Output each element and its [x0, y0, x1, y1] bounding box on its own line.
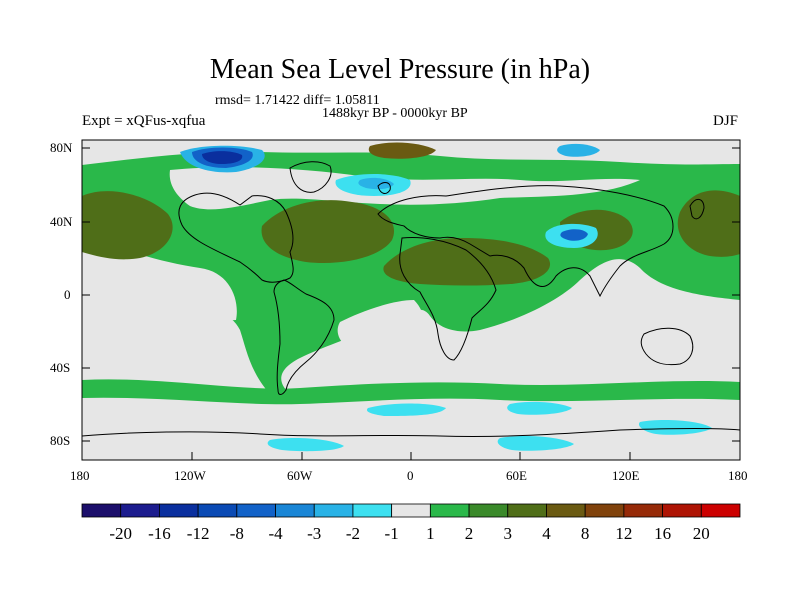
lon-tick-180w: 180: [70, 468, 90, 483]
colorbar-swatch: [623, 503, 663, 518]
lon-tick-180e: 180: [728, 468, 748, 483]
low-anomaly-siberia: [557, 143, 600, 157]
lon-tick-0: 0: [407, 468, 414, 483]
colorbar-label: 12: [615, 524, 632, 543]
colorbar-swatch: [662, 503, 702, 518]
high-anomaly-north-africa: [383, 238, 551, 286]
colorbar-swatch: [391, 503, 431, 518]
colorbar-swatch: [197, 503, 238, 518]
colorbar-swatch: [275, 503, 315, 518]
colorbar-label: -20: [109, 524, 132, 543]
colorbar-label: 8: [581, 524, 590, 543]
lat-tick-40s: 40S: [50, 360, 71, 375]
colorbar-swatch: [468, 503, 509, 518]
colorbar-swatch: [507, 503, 547, 518]
colorbar-label: 16: [654, 524, 671, 543]
axis-ticks: [81, 147, 741, 460]
low-anomaly-greenland-core: [202, 151, 243, 164]
colorbar-swatch: [236, 503, 276, 518]
experiment-label: Expt = xQFus-xqfua: [82, 113, 206, 129]
neutral-region-atlantic: [337, 300, 425, 351]
colorbar-swatch: [81, 503, 122, 518]
colorbar-label: -4: [268, 524, 283, 543]
colorbar-label: -8: [230, 524, 244, 543]
colorbar-label: 3: [504, 524, 513, 543]
low-anomaly-tibet-core: [560, 229, 588, 241]
lat-tick-0: 0: [64, 287, 71, 302]
colorbar-label: 1: [426, 524, 435, 543]
high-anomaly-arctic: [368, 142, 436, 159]
colorbar-swatch: [313, 503, 354, 518]
low-anomaly-southern-ocean-2: [507, 401, 572, 415]
low-anomaly-southern-ocean-1: [366, 403, 446, 416]
low-anomaly-antarctica-3: [638, 420, 712, 435]
high-anomaly-north-atlantic: [261, 200, 395, 264]
colorbar-label: -3: [307, 524, 321, 543]
lon-tick-60e: 60E: [506, 468, 527, 483]
colorbar-label: 2: [465, 524, 474, 543]
colorbar-swatch: [546, 503, 586, 518]
colorbar-label: -12: [187, 524, 210, 543]
colorbar-swatch: [584, 503, 625, 518]
colorbar-label: -16: [148, 524, 171, 543]
colorbar-swatch: [700, 503, 741, 518]
colorbar-label: -1: [385, 524, 399, 543]
colorbar-swatch: [120, 503, 160, 518]
lon-tick-120w: 120W: [174, 468, 206, 483]
low-anomaly-antarctica-2: [497, 436, 574, 451]
lat-tick-40n: 40N: [50, 214, 73, 229]
time-range-subtitle: 1488kyr BP - 0000kyr BP: [322, 106, 468, 121]
lon-tick-120e: 120E: [612, 468, 640, 483]
colorbar-swatch: [159, 503, 199, 518]
low-anomaly-north-atlantic-core: [358, 177, 394, 190]
colorbar-label: 20: [693, 524, 710, 543]
season-label: DJF: [713, 113, 739, 129]
stats-text: rmsd= 1.71422 diff= 1.05811: [215, 93, 380, 108]
lat-tick-80n: 80N: [50, 140, 73, 155]
lon-tick-60w: 60W: [287, 468, 313, 483]
low-anomaly-antarctica-1: [267, 438, 344, 452]
green-band-south: [82, 379, 740, 405]
colorbar: -20 -16 -12 -8 -4 -3 -2 -1 1 2 3 4 8 12 16 20: [81, 503, 741, 543]
colorbar-label: -2: [346, 524, 360, 543]
coastlines: [82, 161, 740, 438]
plot-title: Mean Sea Level Pressure (in hPa): [209, 54, 591, 85]
colorbar-label: 4: [542, 524, 551, 543]
colorbar-swatch: [352, 503, 393, 518]
high-anomaly-north-pacific-west: [82, 191, 173, 260]
high-anomaly-north-pacific-east: [677, 190, 740, 257]
lat-tick-80s: 80S: [50, 433, 71, 448]
colorbar-swatch: [429, 503, 470, 518]
map-field: [82, 140, 740, 460]
